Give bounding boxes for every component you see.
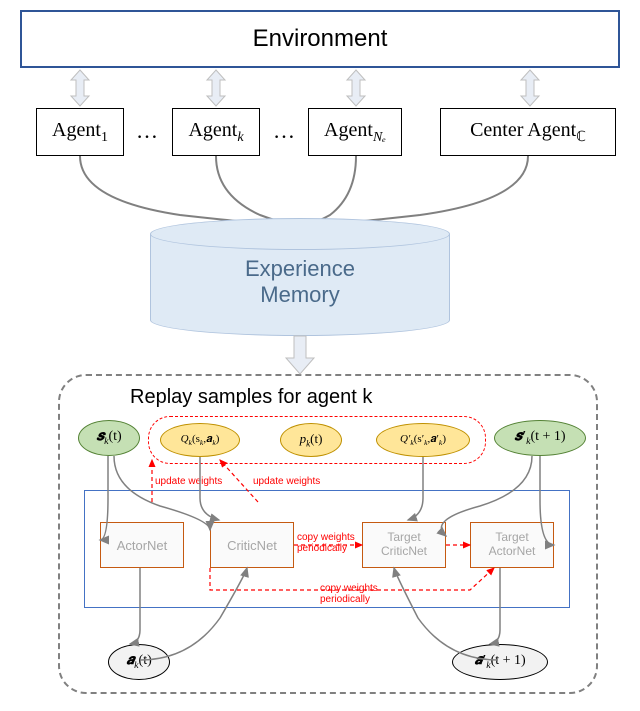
experience-memory: Experience Memory (150, 218, 450, 336)
agent-k: Agentk (172, 108, 260, 156)
sk-ellipse: 𝒔k(t) (78, 420, 140, 456)
cylinder-top (150, 218, 450, 250)
qpk-text: Q′k(s′k,𝒂′k) (400, 433, 446, 447)
target-criticnet-l2: CriticNet (381, 545, 427, 559)
ellipsis-1: … (136, 118, 158, 144)
criticnet-label: CriticNet (227, 538, 277, 553)
center-agent: Center Agentℂ (440, 108, 616, 156)
qpk-ellipse: Q′k(s′k,𝒂′k) (376, 423, 470, 457)
center-agent-label: Center Agentℂ (470, 119, 586, 146)
spk-text: 𝒔′k(t + 1) (514, 429, 565, 447)
agent-ne-label: AgentNₑ (324, 119, 386, 146)
ak-ellipse: 𝒂k(t) (108, 644, 170, 680)
bi-arrows (71, 70, 539, 106)
qk-text: Qk(sk,𝒂k) (181, 433, 220, 447)
criticnet-box: CriticNet (210, 522, 294, 568)
actornet-box: ActorNet (100, 522, 184, 568)
environment-label: Environment (253, 25, 388, 53)
agent-1: Agent1 (36, 108, 124, 156)
copy-weights-2: copy weights periodically (320, 583, 378, 605)
memory-line2: Memory (260, 282, 339, 308)
down-arrow (286, 336, 314, 374)
target-actornet-l1: Target (495, 531, 528, 545)
ak-text: 𝒂k(t) (126, 653, 152, 671)
pk-ellipse: pk(t) (280, 423, 342, 457)
spk-ellipse: 𝒔′k(t + 1) (494, 420, 586, 456)
apk-ellipse: 𝒂′k(t + 1) (452, 644, 548, 680)
target-actornet-box: Target ActorNet (470, 522, 554, 568)
target-criticnet-l1: Target (387, 531, 420, 545)
apk-text: 𝒂′k(t + 1) (474, 653, 525, 671)
agent-1-label: Agent1 (52, 119, 108, 146)
agent-ne: AgentNₑ (308, 108, 402, 156)
replay-title: Replay samples for agent k (130, 386, 372, 409)
qk-ellipse: Qk(sk,𝒂k) (160, 423, 240, 457)
target-actornet-l2: ActorNet (489, 545, 536, 559)
environment-box: Environment (20, 10, 620, 68)
update-weights-1: update weights (155, 476, 222, 487)
memory-line1: Experience (245, 256, 355, 282)
copy-weights-1: copy weights periodically (297, 532, 355, 554)
pk-text: pk(t) (300, 431, 323, 449)
update-weights-2: update weights (253, 476, 320, 487)
target-criticnet-box: Target CriticNet (362, 522, 446, 568)
agent-k-label: Agentk (188, 119, 243, 146)
ellipsis-2: … (273, 118, 295, 144)
agent-mem-curves (80, 156, 528, 226)
sk-text: 𝒔k(t) (96, 429, 121, 447)
actornet-label: ActorNet (117, 538, 168, 553)
